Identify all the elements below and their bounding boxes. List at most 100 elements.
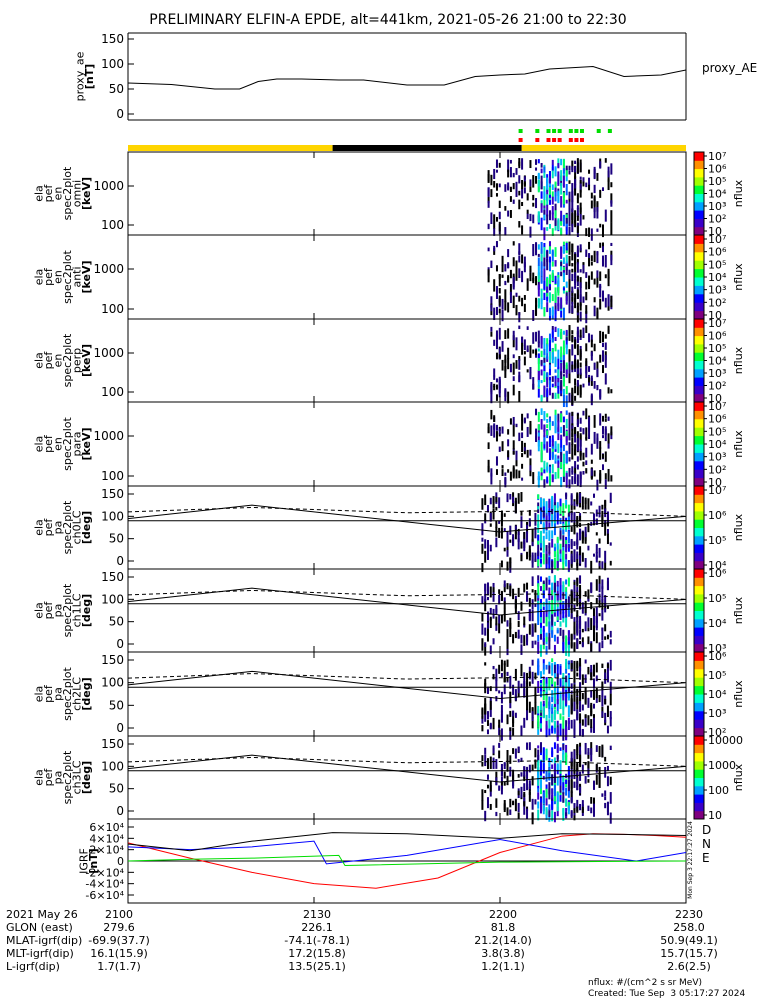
en-para-cell [521,477,524,481]
en-perp-cell [526,369,529,373]
pa-ch0-cell [567,512,570,517]
pa-ch2-cell [553,709,556,720]
en-omni-cell [548,176,551,184]
pa-ch1-cell [593,609,595,617]
en-para-cbar-cell [694,418,704,421]
pa-ch1-cell [553,586,556,591]
pa-ch3-cbar-cell [694,738,704,741]
en-omni-cell [588,227,591,237]
en-para-cell [512,423,515,437]
pa-ch3-cell [534,748,537,758]
pa-ch2-cbar-cell [694,668,704,671]
en-perp-cell [585,325,588,333]
en-perp-cell [571,330,574,335]
pa-ch2-cbar-cell [694,664,704,667]
en-omni-cell [557,188,560,193]
pa-ch1-cell [584,600,587,614]
en-omni-cell [557,158,560,168]
pa-ch1-cell [579,629,582,638]
pa-ch3-cell [512,748,515,754]
pa-ch0-cell [506,544,509,557]
pa-ch2-cell [512,728,515,736]
pa-ch1-cell [542,582,545,596]
en-perp-cbar-cell [694,331,704,334]
en-perp-cell [523,339,526,351]
pa-ch2-cell [551,658,554,663]
pa-ch1-cbar-cell [694,591,704,594]
en-omni-cbar-cell [694,161,704,164]
pa-ch1-cbar-cell [694,595,704,598]
en-perp-cbar-label: 10³ [708,367,726,380]
en-anti-cell [529,272,532,282]
pa-ch3-ylabel-line: ela [32,769,45,786]
pa-ch0-cbar-cell [694,505,704,508]
en-perp-cbar-cell [694,366,704,368]
pa-ch3-cell [498,742,501,748]
pa-ch0-cell [576,562,579,571]
pa-ch2-cell [579,670,582,677]
en-perp-cell [548,333,551,344]
pa-ch1-cell [484,583,487,592]
en-perp-cell [590,378,593,386]
pa-ch3-cell [523,802,526,815]
pa-ch2-cell [562,675,565,686]
pa-ch0-cell [559,505,562,515]
pa-ch0-cell [539,543,542,548]
en-para-cell [574,444,577,456]
en-perp-cell [596,361,599,369]
pa-ch3-cell [556,769,559,775]
pa-ch2-cell [528,701,531,713]
pa-ch3-cell [531,764,534,771]
pa-ch3-cbar-cell [694,765,704,767]
pa-ch1-cell [539,616,542,629]
en-omni-cell [487,196,490,204]
pa-ch3-cbar-cell [694,795,704,798]
en-anti-cell [540,241,543,254]
pa-ch3-cell [506,749,509,759]
en-omni-cell [593,184,596,194]
pa-ch0-cell [562,503,565,517]
en-omni-cbar-cell [694,158,704,161]
pa-ch0-cbar-cell [694,508,704,511]
pa-ch0-cbar-cell [694,513,704,516]
pa-ch1-cell [565,579,568,585]
en-omni-cell [557,190,560,203]
en-omni-cell [582,177,585,183]
pa-ch1-cbar-cell [694,647,704,650]
en-omni-cell [529,186,532,193]
en-anti-cell [518,268,521,279]
pa-ch1-cell [573,592,576,599]
en-perp-cell [571,389,574,393]
pa-ch0-cbar-cell [694,492,704,495]
en-perp-cbar-cell [694,379,704,382]
en-omni-cell [529,179,532,187]
footer-row-label: GLON (east) [6,921,73,934]
pa-ch3-cell [481,761,484,767]
en-anti-cell [562,272,565,283]
en-para-cell [582,428,585,435]
en-anti-cell [601,255,604,267]
en-para-cell [593,431,596,444]
en-anti-cbar-cell [694,272,704,275]
pa-ch1-cell [553,634,556,642]
en-anti-cell [557,296,560,307]
en-omni-cell [487,223,490,230]
en-para-cell [551,440,554,447]
pa-ch1-cell [567,644,570,657]
en-perp-cell [601,334,604,341]
en-omni-cell [610,222,613,236]
en-perp-cell [546,344,549,354]
en-para-cell [590,459,593,464]
pa-ch0-cell [595,532,598,536]
en-para-cell [529,423,532,433]
pa-ch2-cell [567,691,570,701]
pa-ch0-cell [584,557,587,568]
pa-ch1-cell [567,577,570,587]
en-para-cell [601,453,604,459]
pa-ch1-cell [604,595,607,607]
en-para-cbar-cell [694,451,704,453]
pa-ch3-cbar-cell [694,816,704,819]
pa-ch3-cell [500,781,503,790]
pa-ch0-cell [609,560,612,566]
